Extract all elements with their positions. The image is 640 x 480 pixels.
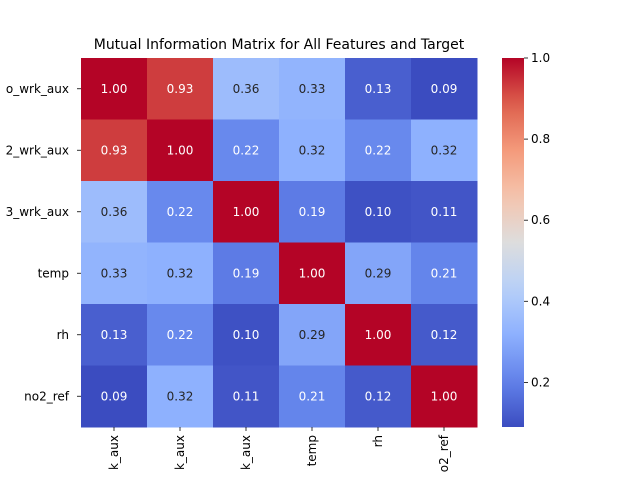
x-tick-label: o2_ref — [437, 434, 451, 472]
heatmap-cell — [147, 58, 214, 120]
cell-value-label: 0.32 — [431, 143, 458, 157]
heatmap-cell — [411, 304, 478, 366]
heatmap-cell — [279, 365, 346, 428]
cell-value-label: 0.32 — [299, 143, 326, 157]
x-tick-label: k_aux — [239, 435, 253, 470]
cell-value-label: 0.21 — [299, 389, 326, 403]
y-tick-label: no2_ref — [24, 389, 70, 403]
heatmap-cell — [213, 365, 280, 428]
cell-value-label: 0.10 — [365, 205, 392, 219]
heatmap-cell — [345, 58, 412, 120]
cell-value-label: 0.12 — [365, 389, 392, 403]
colorbar-ticks: 0.2 0.4 0.6 0.8 1.0 — [524, 51, 550, 389]
heatmap-cell — [213, 304, 280, 366]
heatmap-cells: 1.00 0.93 0.36 0.33 0.13 0.09 0.93 1.00 0.22 0.32… — [81, 58, 478, 428]
heatmap-cell — [411, 181, 478, 243]
heatmap-cell — [147, 242, 214, 305]
heatmap-cell — [345, 304, 412, 366]
y-tick-label: 3_wrk_aux — [6, 205, 69, 219]
cell-value-label: 1.00 — [299, 266, 326, 280]
cell-value-label: 0.19 — [233, 266, 260, 280]
heatmap-cell — [147, 365, 214, 428]
cell-value-label: 0.10 — [233, 328, 260, 342]
cell-value-label: 0.36 — [233, 82, 260, 96]
heatmap-cell — [147, 119, 214, 182]
heatmap-cell — [81, 119, 148, 182]
cell-value-label: 0.29 — [365, 266, 392, 280]
x-tick-label: k_aux — [173, 435, 187, 470]
heatmap-cell — [345, 365, 412, 428]
x-tick-label: k_aux — [107, 435, 121, 470]
cell-value-label: 0.36 — [101, 205, 128, 219]
heatmap-cell — [81, 181, 148, 243]
heatmap-cell — [279, 58, 346, 120]
heatmap-cell — [213, 119, 280, 182]
cell-value-label: 1.00 — [431, 389, 458, 403]
cell-value-label: 0.93 — [167, 82, 194, 96]
cell-value-label: 0.22 — [167, 328, 194, 342]
chart-title: Mutual Information Matrix for All Featur… — [94, 37, 465, 53]
cell-value-label: 0.11 — [233, 389, 260, 403]
heatmap-cell — [213, 242, 280, 305]
cell-value-label: 0.09 — [431, 82, 458, 96]
heatmap-cell — [345, 242, 412, 305]
cell-value-label: 0.09 — [101, 389, 128, 403]
cell-value-label: 0.32 — [167, 266, 194, 280]
heatmap-cell — [81, 365, 148, 428]
colorbar-tick-label: 0.6 — [531, 213, 550, 227]
cell-value-label: 0.22 — [233, 143, 260, 157]
x-tick-label: temp — [305, 435, 319, 466]
y-tick-label: o_wrk_aux — [6, 82, 69, 96]
heatmap-cell — [81, 242, 148, 305]
cell-value-label: 0.19 — [299, 205, 326, 219]
cell-value-label: 1.00 — [365, 328, 392, 342]
cell-value-label: 0.13 — [101, 328, 128, 342]
cell-value-label: 1.00 — [233, 205, 260, 219]
x-tick-labels: k_aux k_aux k_aux temp rh o2_ref — [107, 427, 451, 472]
heatmap-cell — [213, 58, 280, 120]
heatmap-cell — [411, 365, 478, 428]
heatmap-cell — [411, 119, 478, 182]
colorbar-tick-label: 0.4 — [531, 294, 550, 308]
heatmap-cell — [81, 58, 148, 120]
heatmap-cell — [411, 58, 478, 120]
heatmap-cell — [81, 304, 148, 366]
heatmap-cell — [279, 304, 346, 366]
cell-value-label: 0.33 — [299, 82, 326, 96]
heatmap-cell — [147, 304, 214, 366]
cell-value-label: 0.11 — [431, 205, 458, 219]
heatmap-cell — [345, 181, 412, 243]
y-tick-label: rh — [57, 328, 69, 342]
heatmap-cell — [147, 181, 214, 243]
heatmap-cell — [411, 242, 478, 305]
y-tick-label: temp — [38, 266, 69, 280]
heatmap-cell — [279, 242, 346, 305]
heatmap-cell — [279, 119, 346, 182]
cell-value-label: 0.29 — [299, 328, 326, 342]
cell-value-label: 0.12 — [431, 328, 458, 342]
colorbar-tick-label: 0.8 — [531, 132, 550, 146]
x-tick-label: rh — [371, 435, 385, 447]
cell-value-label: 0.33 — [101, 266, 128, 280]
colorbar-tick-label: 0.2 — [531, 375, 550, 389]
cell-value-label: 1.00 — [167, 143, 194, 157]
y-tick-label: 2_wrk_aux — [6, 143, 69, 157]
cell-value-label: 0.13 — [365, 82, 392, 96]
cell-value-label: 0.32 — [167, 389, 194, 403]
colorbar-tick-label: 1.0 — [531, 51, 550, 65]
cell-value-label: 1.00 — [101, 82, 128, 96]
cell-value-label: 0.22 — [365, 143, 392, 157]
cell-value-label: 0.21 — [431, 266, 458, 280]
cell-value-label: 0.93 — [101, 143, 128, 157]
cell-value-label: 0.22 — [167, 205, 194, 219]
heatmap-cell — [279, 181, 346, 243]
heatmap-cell — [345, 119, 412, 182]
heatmap-cell — [213, 181, 280, 243]
colorbar — [502, 58, 524, 427]
